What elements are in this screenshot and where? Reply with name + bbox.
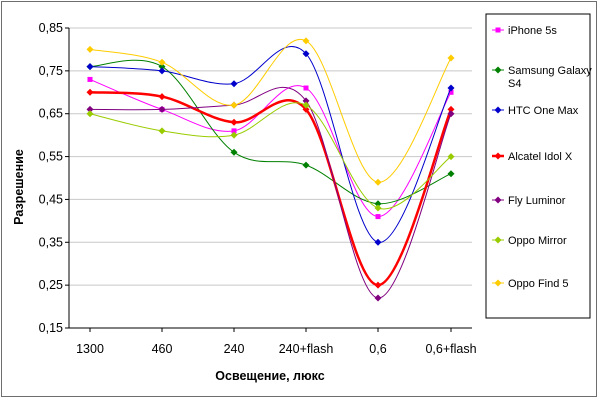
data-point — [302, 161, 310, 169]
legend-label: Alcatel Idol X — [508, 151, 573, 163]
data-point — [158, 58, 166, 66]
data-point — [447, 54, 455, 62]
line-chart: 0,15 0,25 0,35 0,45 0,55 0,65 0,75 0,85 1300 460 2… — [12, 13, 592, 383]
legend-item: iPhone 5s — [492, 25, 557, 37]
data-point — [375, 214, 381, 220]
x-axis-title: Освещение, люкс — [215, 369, 324, 383]
legend-item: Alcatel Idol X — [492, 151, 573, 163]
y-tick-label: 0,35 — [39, 235, 63, 249]
series-fly-luminor — [86, 86, 455, 302]
y-tick-label: 0,45 — [39, 192, 63, 206]
data-point — [374, 200, 382, 208]
y-tick-label: 0,15 — [39, 321, 63, 335]
data-point — [86, 45, 94, 53]
data-point — [86, 63, 94, 71]
data-point — [86, 88, 94, 96]
data-point — [302, 37, 310, 45]
data-point — [158, 127, 166, 135]
data-point — [374, 238, 382, 246]
series-line — [89, 45, 452, 243]
series-iphone-5s — [87, 76, 454, 220]
legend-label: Fly Luminor — [508, 195, 566, 207]
data-point — [447, 105, 455, 113]
series-line — [89, 91, 453, 287]
y-tick-label: 0,55 — [39, 150, 63, 164]
chart-frame: 0,15 0,25 0,35 0,45 0,55 0,65 0,75 0,85 1300 460 2… — [1, 1, 597, 397]
x-tick-label: 240 — [224, 342, 245, 356]
legend-swatch-marker — [494, 279, 502, 287]
data-point — [158, 67, 166, 75]
series-lines — [86, 37, 455, 302]
legend-swatch-marker — [494, 236, 502, 244]
x-tick-label: 1300 — [76, 342, 104, 356]
x-tick-label: 240+flash — [279, 342, 334, 356]
series-oppo-find-5 — [86, 37, 455, 186]
y-tick-label: 0,85 — [39, 21, 63, 35]
data-point — [230, 80, 238, 88]
data-point — [302, 101, 310, 109]
legend-label: Oppo Find 5 — [508, 278, 569, 290]
data-point — [447, 84, 455, 92]
data-point — [447, 110, 455, 118]
data-point — [302, 50, 310, 58]
data-point — [448, 89, 454, 95]
legend-swatch-marker — [494, 152, 502, 160]
data-point — [303, 85, 309, 91]
series-oppo-mirror — [86, 101, 455, 212]
legend-item: Fly Luminor — [492, 195, 566, 207]
legend-item: HTC One Max — [492, 105, 579, 117]
data-point — [302, 97, 310, 105]
data-point — [447, 170, 455, 178]
data-point — [230, 148, 238, 156]
y-tick-label: 0,65 — [39, 107, 63, 121]
tick-labels: 0,15 0,25 0,35 0,45 0,55 0,65 0,75 0,85 1300 460 2… — [39, 21, 477, 356]
legend-label: Oppo Mirror — [508, 235, 567, 247]
legend-label: HTC One Max — [508, 105, 579, 117]
legend-swatch-marker — [494, 66, 502, 74]
data-point — [231, 128, 237, 134]
data-point — [230, 101, 238, 109]
data-point — [374, 178, 382, 186]
y-tick-label: 0,25 — [39, 278, 63, 292]
series-htc-one-max — [86, 45, 455, 246]
legend-swatch-marker — [494, 196, 502, 204]
legend-label: Samsung Galaxy — [508, 65, 592, 77]
data-point — [447, 153, 455, 161]
data-point — [374, 281, 382, 289]
legend-label: iPhone 5s — [508, 25, 557, 37]
series-line — [89, 78, 452, 218]
series-line — [89, 102, 452, 210]
legend-swatch-marker — [494, 106, 502, 114]
series-alcatel-idol-x — [86, 88, 455, 289]
y-axis-title: Разрешение — [12, 149, 26, 225]
legend-box — [485, 13, 591, 319]
data-point — [158, 105, 166, 113]
axes — [65, 27, 472, 332]
data-point — [230, 118, 238, 126]
x-tick-label: 0,6+flash — [425, 342, 476, 356]
x-tick-label: 0,6 — [369, 342, 386, 356]
series-line — [89, 59, 452, 205]
data-point — [230, 131, 238, 139]
data-point — [302, 105, 310, 113]
series-samsung-galaxy-s4 — [86, 59, 455, 208]
data-point — [374, 204, 382, 212]
legend-label-continued: S4 — [508, 78, 521, 90]
legend-item: Oppo Find 5 — [492, 278, 569, 290]
data-point — [86, 105, 94, 113]
legend-swatch-marker — [495, 27, 501, 33]
y-tick-label: 0,75 — [39, 64, 63, 78]
data-point — [158, 93, 166, 101]
data-point — [374, 294, 382, 302]
data-point — [86, 110, 94, 118]
data-point — [87, 76, 93, 82]
legend-item: Oppo Mirror — [492, 235, 567, 247]
x-tick-label: 460 — [152, 342, 173, 356]
